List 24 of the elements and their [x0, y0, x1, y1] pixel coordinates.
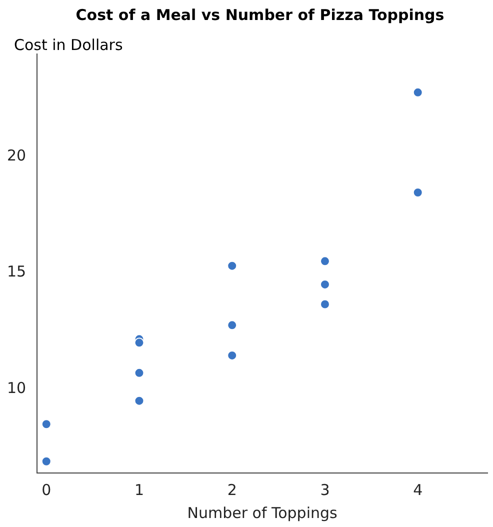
y-tick-label: 10: [6, 379, 26, 398]
chart-title: Cost of a Meal vs Number of Pizza Toppings: [76, 6, 444, 24]
y-tick-label: 20: [6, 146, 26, 164]
point: [227, 350, 238, 360]
point: [227, 260, 238, 271]
point: [41, 419, 52, 430]
x-axis-title: Number of Toppings: [187, 504, 338, 522]
y-axis-title: Cost in Dollars: [14, 36, 123, 54]
point: [41, 456, 52, 466]
x-tick-label: 0: [42, 480, 52, 499]
x-tick-label: 4: [413, 480, 423, 499]
point: [412, 188, 423, 198]
x-tick-label: 3: [320, 480, 330, 499]
point: [320, 299, 330, 310]
point: [134, 368, 144, 378]
point: [320, 279, 330, 290]
y-tick-label: 15: [6, 262, 26, 281]
point: [412, 87, 423, 98]
point: [227, 320, 238, 330]
x-tick-label: 2: [227, 480, 237, 499]
x-tick-label: 1: [134, 480, 144, 499]
point: [134, 338, 144, 348]
point: [134, 396, 144, 406]
point: [320, 256, 330, 266]
